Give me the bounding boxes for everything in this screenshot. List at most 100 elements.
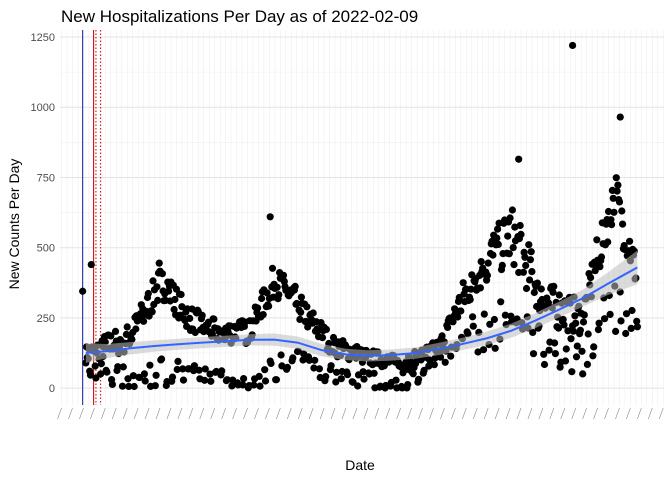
data-point [466,296,474,304]
data-point [444,323,452,331]
x-tick-label [593,407,598,420]
data-point [483,271,491,279]
x-tick-label [90,407,95,420]
y-tick-label: 1000 [31,102,55,114]
x-tick-label [166,407,172,420]
data-point [146,361,154,369]
data-point [497,298,505,306]
x-tick-label [374,407,380,420]
data-point [622,310,631,318]
data-point [579,370,587,378]
data-point [627,324,635,332]
data-point [299,356,307,364]
data-point [578,347,586,355]
x-tick-label [155,407,161,420]
x-tick-label [385,407,391,420]
data-point [263,289,271,297]
x-tick-label [308,407,314,420]
data-point [327,362,335,370]
data-point [568,368,576,376]
data-point [404,381,412,389]
data-point [568,41,577,50]
data-point [415,375,423,383]
data-point [208,330,216,338]
data-point [519,268,528,276]
data-point [267,359,275,367]
data-point [530,288,538,297]
y-tick-label: 750 [37,172,55,184]
data-point [140,370,148,378]
data-point [501,311,509,319]
x-tick-label [407,407,412,420]
data-point [279,271,288,279]
x-tick-label [604,407,609,420]
data-point [564,327,572,335]
data-point [554,324,563,332]
data-point [152,371,160,379]
x-tick-label [287,407,292,420]
data-point [409,370,417,378]
data-point [609,194,617,202]
data-point [504,232,512,240]
data-point [186,314,194,322]
data-point [526,276,534,284]
chart-title: New Hospitalizations Per Day as of 2022-… [61,7,418,26]
data-point [123,323,131,331]
x-tick-label [658,407,664,420]
data-point [614,181,622,189]
data-point [179,365,187,373]
x-tick-label [560,407,566,420]
data-point [92,374,100,382]
x-tick-label [451,407,456,420]
data-point [604,238,612,246]
x-tick-label [243,407,248,420]
data-point [612,174,620,182]
data-point [454,313,462,321]
data-point [178,303,186,311]
data-point [108,380,116,388]
x-tick-label [396,407,401,420]
data-point [569,327,578,335]
data-point [255,372,263,380]
x-tick-label [254,407,259,420]
data-point [469,313,477,321]
data-point [597,253,606,261]
data-point [190,362,198,370]
data-point [343,371,352,379]
y-axis-title: New Counts Per Day [6,159,22,290]
data-point [480,310,488,318]
data-point [507,312,515,320]
data-point [201,365,209,373]
data-point [86,371,95,379]
data-point [87,260,95,269]
x-tick-label [363,407,369,420]
data-point [107,332,115,340]
data-point [314,327,322,335]
data-point [261,366,269,374]
data-point [154,296,162,304]
data-point [477,258,485,266]
data-point [580,311,588,319]
data-point [283,363,291,371]
data-point [449,318,457,326]
data-point [218,367,226,375]
data-point [426,356,434,364]
data-point [447,352,455,360]
data-point [573,342,581,350]
data-point [474,348,482,356]
data-point [522,261,530,270]
data-point [177,290,185,299]
data-point [240,375,248,383]
data-point [277,351,285,359]
data-point [124,375,132,383]
data-point [140,317,148,325]
data-point [148,308,156,316]
data-point [464,330,472,338]
x-tick-label [144,407,150,420]
data-point [129,372,137,380]
x-tick-label [647,407,653,420]
x-tick-label [582,407,587,420]
data-point [441,358,449,366]
x-tick-label [232,407,237,420]
